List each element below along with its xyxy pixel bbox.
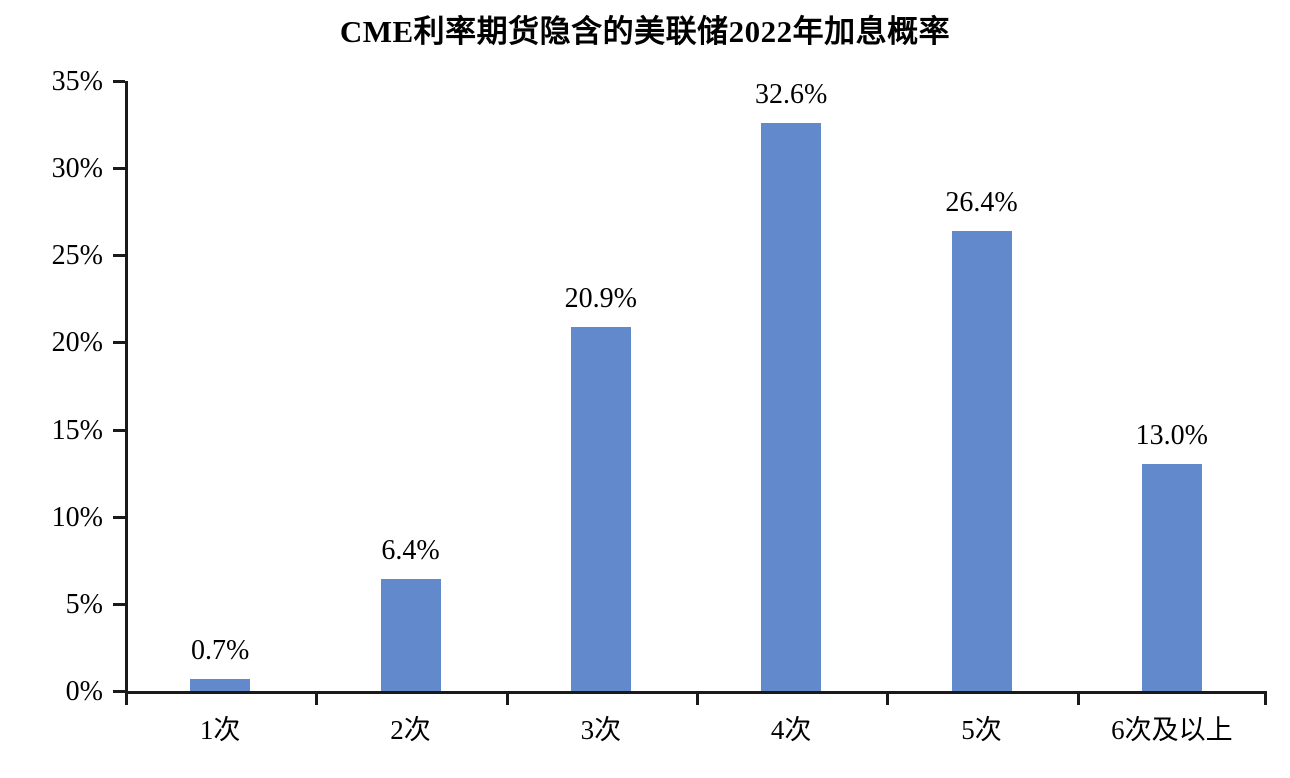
y-axis-tick-label: 20% <box>51 327 103 359</box>
y-axis-tick <box>113 428 125 432</box>
bar <box>1141 464 1202 691</box>
bar <box>761 122 822 691</box>
y-axis-tick-label: 10% <box>51 501 103 533</box>
x-axis-tick <box>1076 691 1080 705</box>
bar-value-label: 6.4% <box>381 535 440 567</box>
x-axis-tick <box>125 691 128 705</box>
bar-value-label: 20.9% <box>564 282 637 314</box>
y-axis-tick <box>113 690 125 693</box>
x-axis-category-label: 4次 <box>770 715 812 745</box>
y-axis-tick-label: 0% <box>65 676 103 707</box>
x-axis-tick <box>315 691 319 705</box>
y-axis-tick-label: 25% <box>51 240 103 272</box>
y-axis-line <box>125 81 128 694</box>
y-axis-tick <box>113 254 125 258</box>
x-axis-tick <box>505 691 509 705</box>
bar-value-label: 13.0% <box>1135 420 1208 452</box>
x-axis-tick <box>1264 691 1267 705</box>
x-axis-category-label: 5次 <box>961 715 1002 745</box>
y-axis-tick-label: 15% <box>51 414 103 446</box>
bar-value-label: 26.4% <box>945 186 1018 218</box>
chart-title: CME利率期货隐含的美联储2022年加息概率 <box>339 14 951 49</box>
y-axis-tick <box>113 602 125 606</box>
bar-value-label: 0.7% <box>190 634 250 666</box>
x-axis-category-label: 1次 <box>199 715 241 745</box>
y-axis-tick <box>113 80 125 83</box>
bar <box>570 326 631 691</box>
y-axis-tick-label: 35% <box>51 66 103 97</box>
y-axis-tick-label: 5% <box>65 588 103 620</box>
y-axis-tick <box>113 515 125 519</box>
bar <box>190 678 251 691</box>
bar-value-label: 32.6% <box>754 78 828 110</box>
x-axis-tick <box>886 691 890 705</box>
x-axis-category-label: 6次及以上 <box>1111 715 1233 745</box>
y-axis-tick <box>113 341 125 345</box>
y-axis-tick-label: 30% <box>51 153 103 185</box>
bar <box>951 230 1012 691</box>
x-axis-category-label: 2次 <box>390 715 431 745</box>
y-axis-tick <box>113 167 125 171</box>
bar <box>380 579 441 691</box>
x-axis-tick <box>696 691 699 705</box>
x-axis-category-label: 3次 <box>580 715 622 745</box>
